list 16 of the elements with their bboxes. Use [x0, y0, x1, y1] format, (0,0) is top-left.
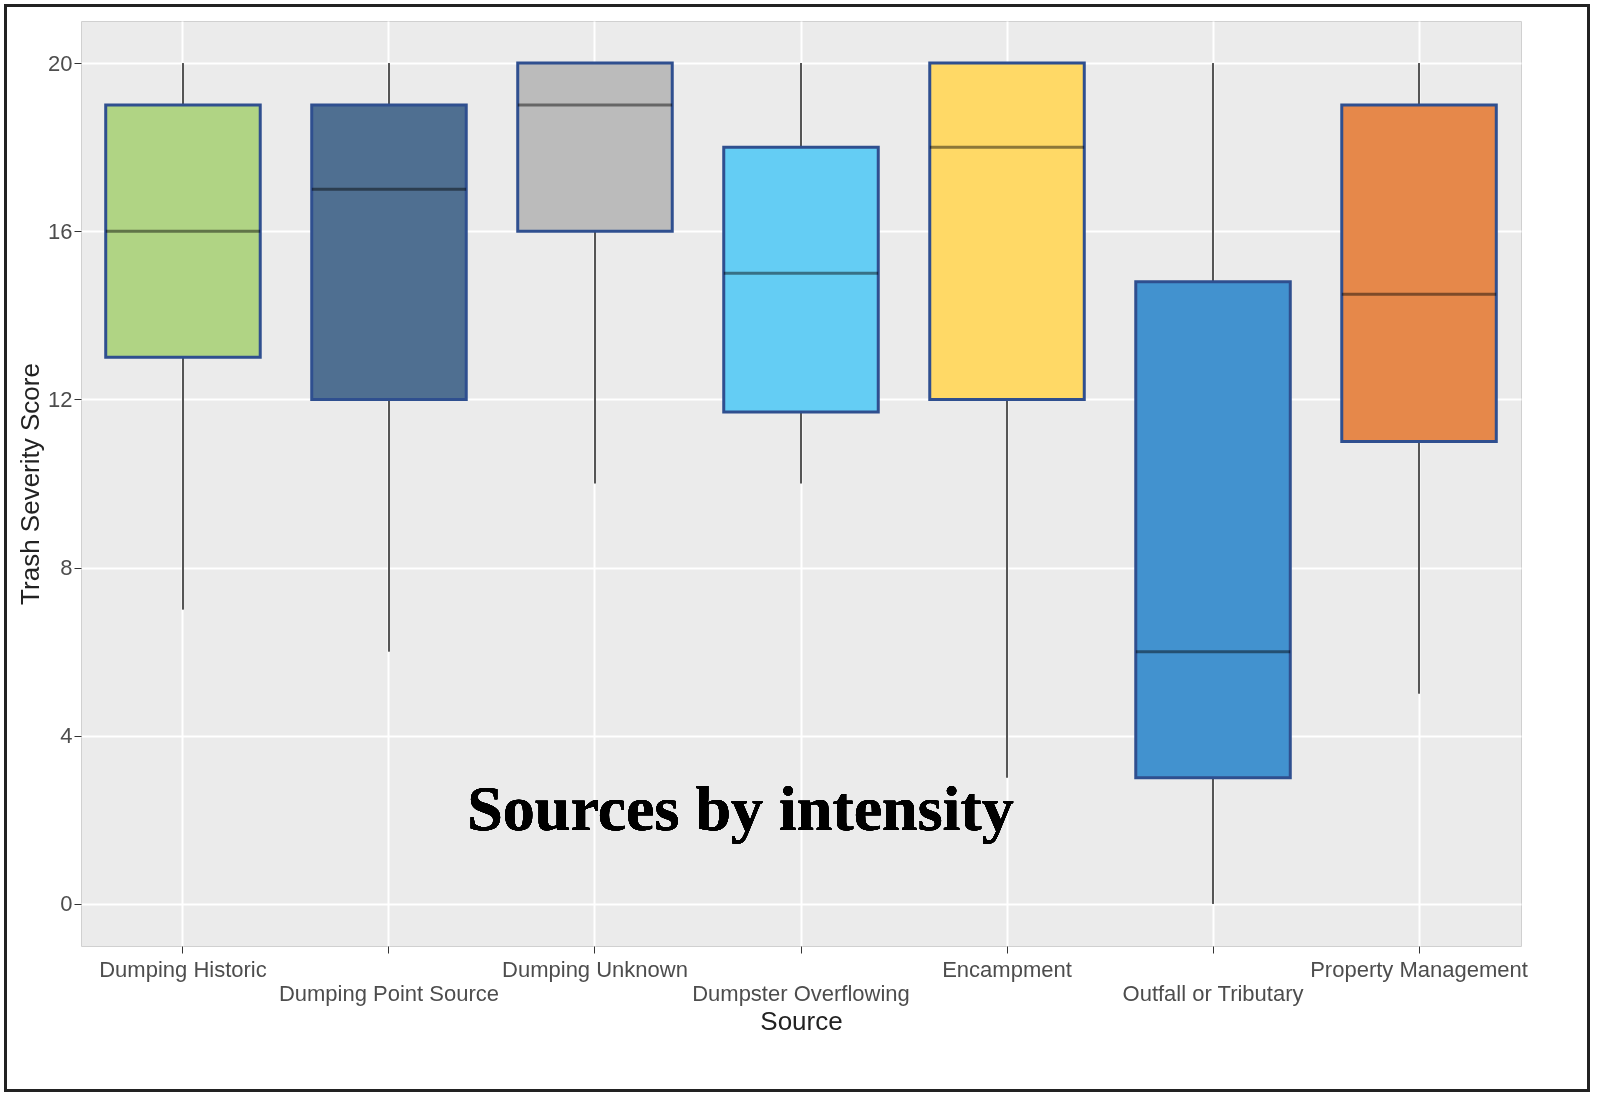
y-tick-label: 4	[60, 723, 73, 749]
y-tick-label: 0	[60, 891, 73, 917]
y-tick-label: 12	[48, 386, 73, 412]
x-axis-title: Source	[760, 1005, 843, 1036]
y-tick-label: 8	[60, 555, 73, 581]
x-tick-label: Dumping Unknown	[502, 956, 688, 982]
x-tick-label: Dumping Historic	[99, 956, 267, 982]
x-tick-label: Dumpster Overflowing	[692, 980, 910, 1006]
x-tick-label: Property Management	[1310, 956, 1528, 982]
x-tick-label: Outfall or Tributary	[1122, 980, 1304, 1006]
y-tick-label: 16	[48, 218, 73, 244]
x-tick-label: Dumping Point Source	[278, 980, 500, 1006]
x-tick-label: Encampment	[942, 956, 1072, 982]
y-axis-title: Trash Severity Score	[15, 363, 46, 605]
annotation: Sources by intensity	[467, 773, 1014, 844]
y-tick-label: 20	[48, 50, 73, 76]
